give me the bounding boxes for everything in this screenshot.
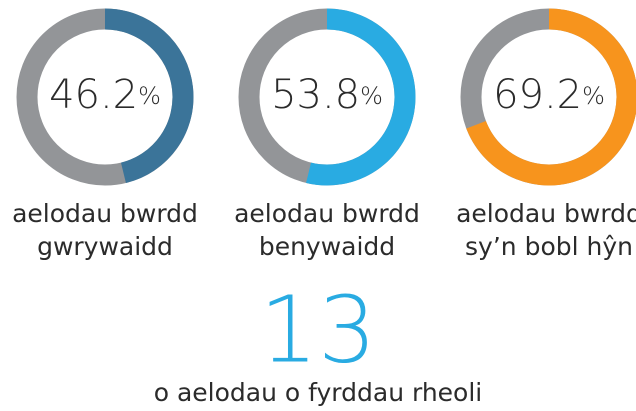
value-unit: % <box>138 82 161 110</box>
donut-label: gwrywaidd <box>37 232 173 261</box>
value-unit: % <box>582 82 605 110</box>
value-number: 46.2 <box>49 72 138 118</box>
donut-arc <box>306 8 416 186</box>
donut-label: sy’n bobl hŷn <box>465 232 633 261</box>
value-unit: % <box>360 82 383 110</box>
value-number: 53.8 <box>271 72 360 118</box>
value-number: 69.2 <box>493 72 582 118</box>
donut-label: aelodau bwrdd <box>234 199 420 228</box>
stat-value: 13 <box>259 277 376 384</box>
donut-label: benywaidd <box>259 232 395 261</box>
stat-label: o aelodau o fyrddau rheoli <box>154 378 483 407</box>
donut-value: 53.8% <box>271 72 383 118</box>
donut-arc <box>466 8 636 186</box>
donut-value: 46.2% <box>49 72 161 118</box>
donut-value: 69.2% <box>493 72 605 118</box>
donut-arc <box>104 8 194 183</box>
donut-label: aelodau bwrdd <box>456 199 636 228</box>
donut-label: aelodau bwrdd <box>12 199 198 228</box>
